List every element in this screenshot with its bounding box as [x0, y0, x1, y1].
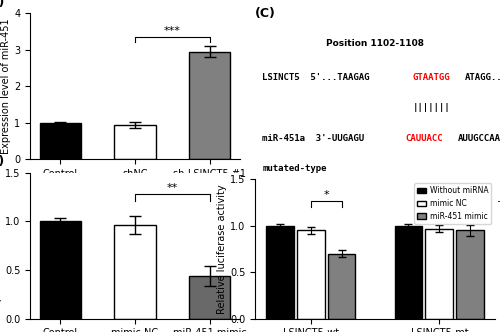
Text: ATAGG...3': ATAGG...3' — [465, 73, 500, 82]
Text: AUUGCCAAA-5': AUUGCCAAA-5' — [458, 134, 500, 143]
Bar — [266, 226, 293, 319]
Bar — [190, 276, 230, 319]
Text: mutated-type: mutated-type — [262, 164, 327, 173]
Text: **: ** — [167, 183, 178, 193]
Text: *: * — [324, 190, 329, 200]
Text: GTAATGG: GTAATGG — [412, 73, 450, 82]
Text: CCCCCCC: CCCCCCC — [412, 195, 450, 204]
Text: LSINCT5  5'...TAAGAG: LSINCT5 5'...TAAGAG — [262, 195, 370, 204]
Bar — [114, 124, 156, 159]
Text: (B): (B) — [0, 155, 5, 168]
Text: Position 1102-1108: Position 1102-1108 — [326, 39, 424, 48]
Bar — [297, 230, 324, 319]
Bar — [114, 225, 156, 319]
Text: ATAGG...3': ATAGG...3' — [465, 195, 500, 204]
Text: LSINCT5  5'...TAAGAG: LSINCT5 5'...TAAGAG — [262, 73, 370, 82]
Text: ***: *** — [164, 26, 181, 36]
Text: (A): (A) — [0, 0, 5, 9]
Bar — [40, 221, 80, 319]
Text: miR-451a  3'-UUGAGU: miR-451a 3'-UUGAGU — [262, 134, 364, 143]
Bar — [456, 230, 484, 319]
Y-axis label: Relative luciferase activity: Relative luciferase activity — [217, 184, 227, 314]
Bar — [190, 51, 230, 159]
Y-axis label: Expression level of miR-451: Expression level of miR-451 — [1, 19, 11, 154]
Y-axis label: Expression level of LSINCT5: Expression level of LSINCT5 — [0, 178, 2, 313]
Text: (C): (C) — [255, 7, 276, 20]
Legend: Without miRNA, mimic NC, miR-451 mimic: Without miRNA, mimic NC, miR-451 mimic — [414, 183, 491, 224]
Text: CAUUACC: CAUUACC — [405, 134, 442, 143]
Text: |||||||: ||||||| — [412, 104, 450, 113]
Bar — [426, 228, 453, 319]
Bar — [40, 123, 80, 159]
Bar — [328, 254, 355, 319]
Bar — [394, 226, 422, 319]
